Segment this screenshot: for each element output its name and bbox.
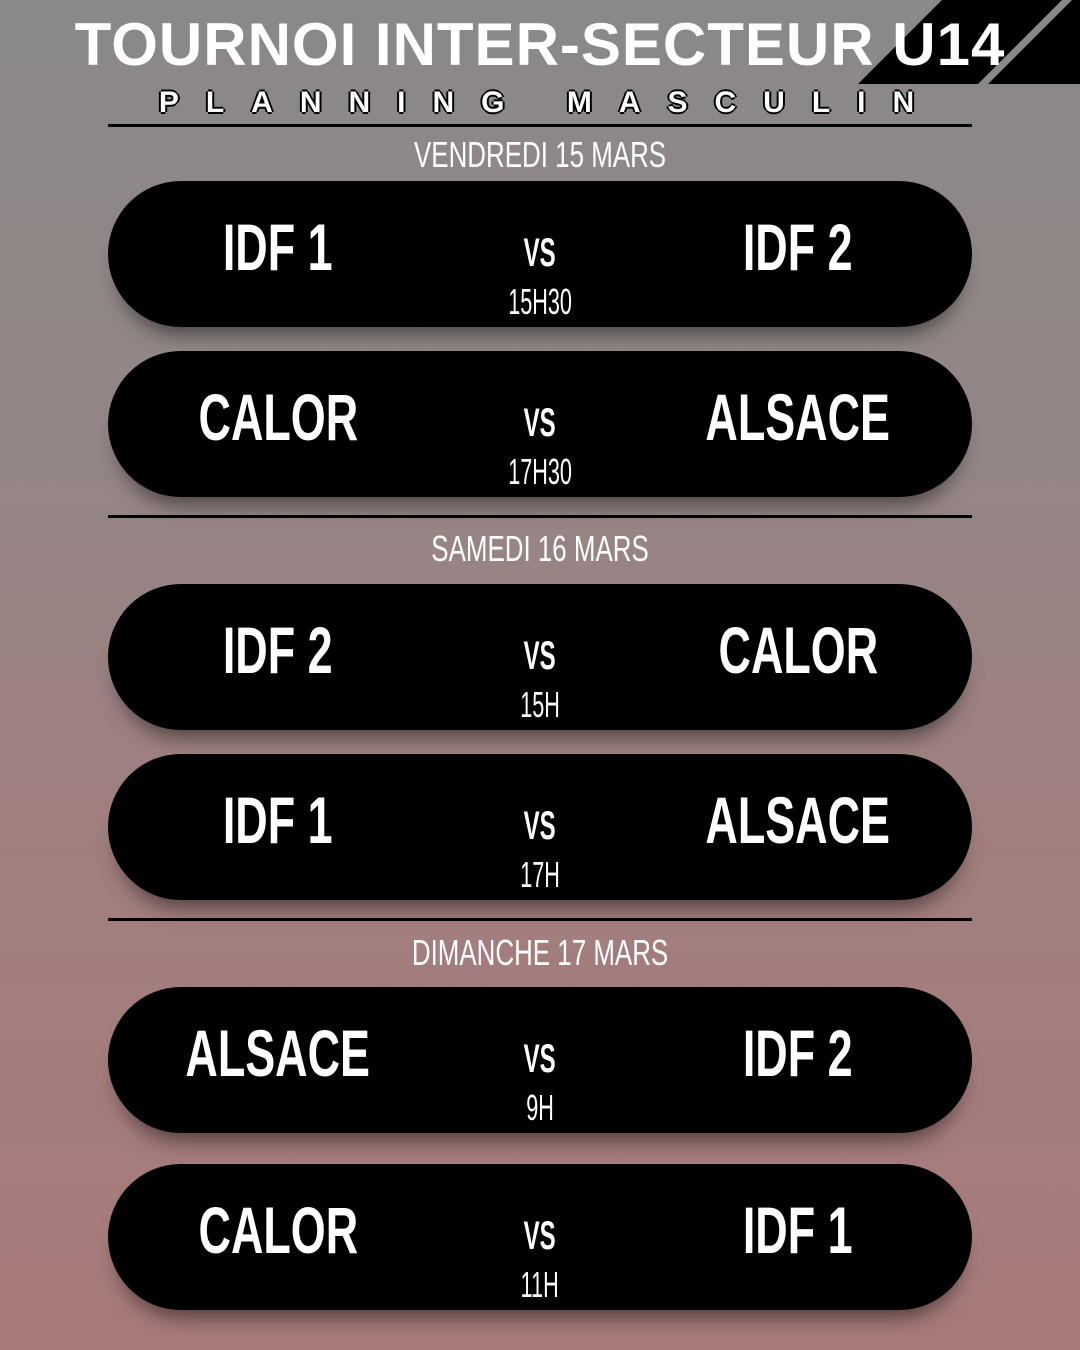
vs-text: VS (523, 634, 556, 678)
match-time: 17H (460, 854, 620, 896)
home-team: CALOR (108, 1192, 448, 1268)
vs-text: VS (523, 1214, 556, 1258)
match-card: CALOR VS 11H IDF 1 (108, 1164, 972, 1310)
vs-label: VS (490, 804, 590, 849)
match-card: CALOR VS 17H30 ALSACE (108, 351, 972, 497)
away-team-label: CALOR (718, 613, 878, 687)
home-team-label: CALOR (198, 1193, 358, 1267)
day-label: SAMEDI 16 MARS (431, 528, 649, 569)
vs-text: VS (523, 804, 556, 848)
day-label: DIMANCHE 17 MARS (411, 932, 669, 973)
home-team-label: IDF 1 (223, 783, 333, 857)
vs-label: VS (490, 401, 590, 446)
home-team: IDF 2 (108, 612, 448, 688)
divider (108, 515, 972, 518)
divider (108, 124, 972, 127)
vs-label: VS (490, 1214, 590, 1259)
home-team: IDF 1 (108, 209, 448, 285)
away-team-label: IDF 1 (743, 1193, 853, 1267)
away-team-label: ALSACE (705, 783, 891, 857)
away-team-label: ALSACE (705, 380, 891, 454)
away-team-label: IDF 2 (743, 1016, 853, 1090)
home-team-label: ALSACE (185, 1016, 371, 1090)
match-time-label: 15H30 (508, 281, 572, 322)
home-team-label: IDF 2 (223, 613, 333, 687)
match-time: 15H30 (460, 281, 620, 323)
match-time-label: 17H (520, 854, 560, 895)
away-team: IDF 1 (628, 1192, 968, 1268)
match-time-label: 9H (526, 1087, 554, 1128)
away-team: IDF 2 (628, 209, 968, 285)
day-header: SAMEDI 16 MARS (0, 528, 1080, 570)
vs-label: VS (490, 231, 590, 276)
vs-text: VS (523, 1037, 556, 1081)
match-time-label: 11H (520, 1264, 560, 1305)
away-team: ALSACE (628, 379, 968, 455)
home-team-label: IDF 1 (223, 210, 333, 284)
vs-text: VS (523, 401, 556, 445)
home-team: ALSACE (108, 1015, 448, 1091)
match-time: 15H (460, 684, 620, 726)
page-subtitle: PLANNING MASCULIN (158, 86, 942, 119)
away-team: IDF 2 (628, 1015, 968, 1091)
vs-text: VS (523, 231, 556, 275)
match-card: ALSACE VS 9H IDF 2 (108, 987, 972, 1133)
day-header: VENDREDI 15 MARS (0, 134, 1080, 176)
match-card: IDF 1 VS 17H ALSACE (108, 754, 972, 900)
match-card: IDF 2 VS 15H CALOR (108, 584, 972, 730)
home-team-label: CALOR (198, 380, 358, 454)
away-team: CALOR (628, 612, 968, 688)
vs-label: VS (490, 634, 590, 679)
divider (108, 918, 972, 921)
vs-label: VS (490, 1037, 590, 1082)
day-header: DIMANCHE 17 MARS (0, 932, 1080, 974)
match-time: 11H (460, 1264, 620, 1306)
match-card: IDF 1 VS 15H30 IDF 2 (108, 181, 972, 327)
home-team: CALOR (108, 379, 448, 455)
day-label: VENDREDI 15 MARS (413, 134, 667, 175)
away-team-label: IDF 2 (743, 210, 853, 284)
away-team: ALSACE (628, 782, 968, 858)
match-time-label: 15H (520, 684, 560, 725)
match-time: 17H30 (460, 451, 620, 493)
page-title: TOURNOI INTER-SECTEUR U14 (74, 11, 1006, 78)
match-time-label: 17H30 (508, 451, 572, 492)
match-time: 9H (460, 1087, 620, 1129)
home-team: IDF 1 (108, 782, 448, 858)
